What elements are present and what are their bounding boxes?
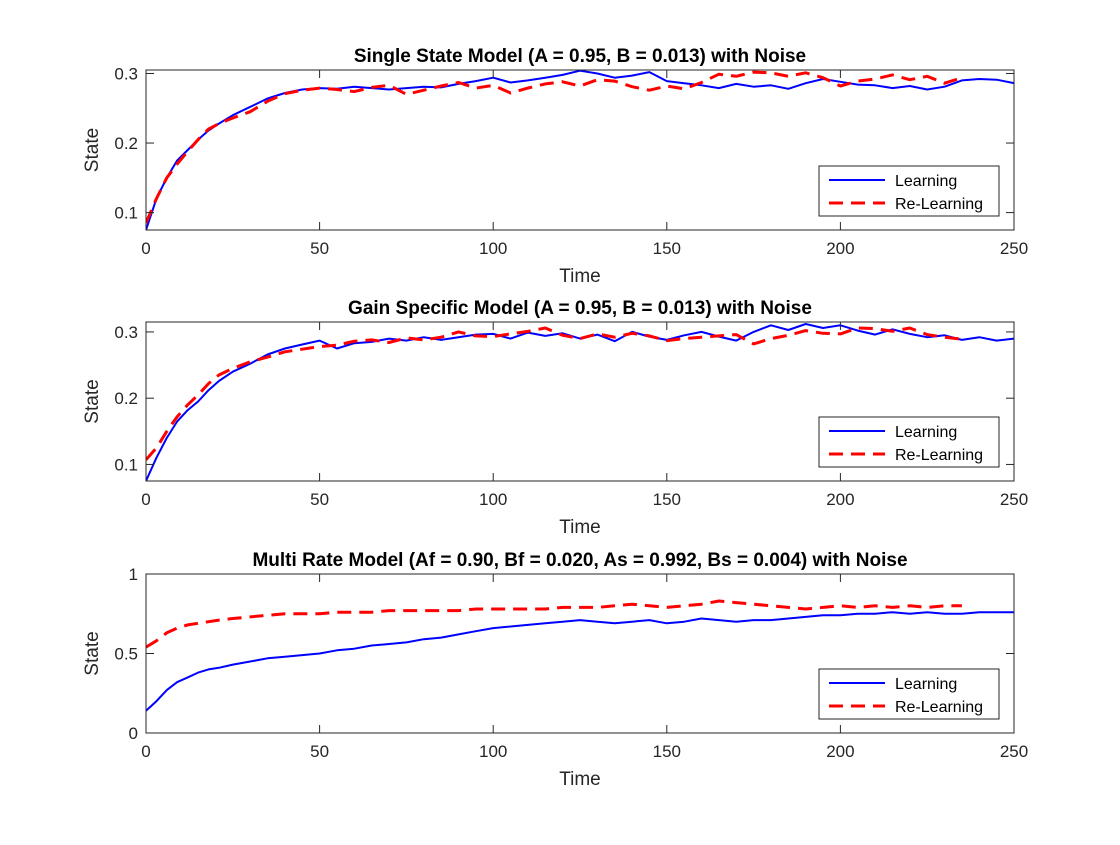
x-tick-label: 250 — [1000, 490, 1028, 509]
x-tick-label: 50 — [310, 742, 329, 761]
axes-box — [145, 321, 1015, 482]
x-tick-label: 50 — [310, 239, 329, 258]
series-line-re-learning — [146, 326, 963, 461]
x-tick-label: 150 — [653, 742, 681, 761]
chart-panel-1: 0 50 100 150 200 250 0.1 0.2 0.3 Single State Mod… — [82, 46, 1028, 287]
chart-panel-3: 0 50 100 150 200 250 0 0.5 1 Multi Rate Model (Af… — [82, 550, 1028, 790]
x-axis-label: Time — [559, 266, 601, 287]
x-axis-label: Time — [559, 769, 601, 790]
x-tick-label: 0 — [141, 742, 150, 761]
legend-label: Learning — [895, 424, 957, 441]
x-tick-label: 150 — [653, 239, 681, 258]
y-axis-label: State — [82, 128, 103, 172]
legend-box — [818, 165, 1000, 217]
x-tick-label: 250 — [1000, 742, 1028, 761]
x-axis-label: Time — [559, 517, 601, 538]
y-axis-label: State — [82, 631, 103, 675]
series-line-learning — [146, 70, 1014, 230]
axes-box — [145, 69, 1015, 231]
y-tick-label: 0 — [129, 724, 138, 743]
legend-label: Re-Learning — [895, 699, 983, 716]
legend-label: Learning — [895, 676, 957, 693]
legend: Learning Re-Learning — [818, 165, 1000, 217]
x-tick-label: 150 — [653, 490, 681, 509]
chart-panel-2: 0 50 100 150 200 250 0.1 0.2 0.3 Gain Specific Mo… — [82, 298, 1028, 538]
series-line-learning — [146, 323, 1014, 481]
y-axis-label: State — [82, 379, 103, 423]
series-line-re-learning — [146, 70, 963, 224]
x-tick-label: 100 — [479, 742, 507, 761]
x-tick-label: 100 — [479, 490, 507, 509]
chart-title: Multi Rate Model (Af = 0.90, Bf = 0.020,… — [252, 550, 907, 571]
x-tick-label: 200 — [826, 239, 854, 258]
legend-label: Learning — [895, 173, 957, 190]
y-tick-label: 0.1 — [114, 455, 138, 474]
legend-label: Re-Learning — [895, 447, 983, 464]
series-line-learning — [146, 611, 1014, 712]
legend: Learning Re-Learning — [818, 416, 1000, 468]
x-tick-label: 100 — [479, 239, 507, 258]
x-tick-label: 200 — [826, 490, 854, 509]
x-tick-label: 250 — [1000, 239, 1028, 258]
y-tick-label: 0.3 — [114, 64, 138, 83]
chart-title: Single State Model (A = 0.95, B = 0.013)… — [354, 46, 806, 67]
y-tick-label: 0.2 — [114, 389, 138, 408]
x-tick-label: 0 — [141, 239, 150, 258]
y-tick-label: 0.5 — [114, 645, 138, 664]
y-tick-label: 0.3 — [114, 323, 138, 342]
chart-title: Gain Specific Model (A = 0.95, B = 0.013… — [348, 298, 812, 319]
x-tick-label: 200 — [826, 742, 854, 761]
y-tick-label: 1 — [129, 565, 138, 584]
series-line-re-learning — [146, 599, 962, 649]
legend-box — [818, 668, 1000, 720]
x-tick-label: 0 — [141, 490, 150, 509]
legend: Learning Re-Learning — [818, 668, 1000, 720]
legend-box — [818, 416, 1000, 468]
y-tick-label: 0.1 — [114, 204, 138, 223]
x-tick-label: 50 — [310, 490, 329, 509]
legend-label: Re-Learning — [895, 196, 983, 213]
y-tick-label: 0.2 — [114, 134, 138, 153]
